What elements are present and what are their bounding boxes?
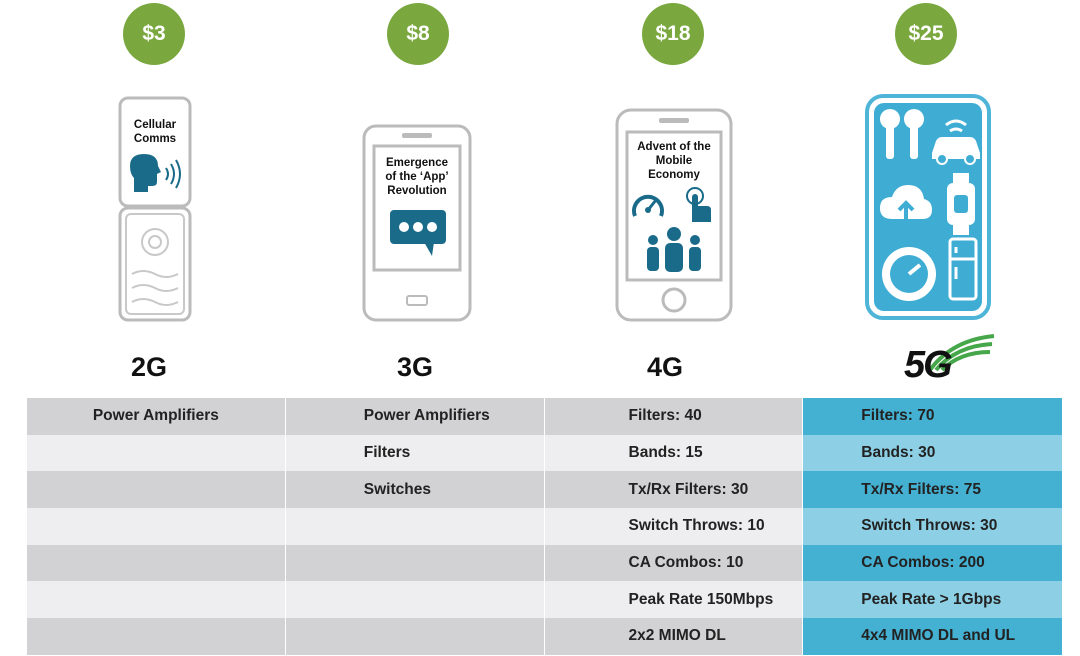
table-cell: Peak Rate 150Mbps xyxy=(544,581,804,619)
speaking-head-icon xyxy=(130,154,181,192)
table-cell: Switch Throws: 10 xyxy=(544,508,804,545)
table-cell: 2x2 MIMO DL xyxy=(544,618,804,655)
generation-label-2g: 2G xyxy=(130,352,168,382)
smartphone-4g-caption-line1: Advent of the xyxy=(637,141,711,153)
table-cell xyxy=(27,508,286,545)
table-cell xyxy=(27,618,286,655)
price-badge-5g: $25 xyxy=(895,3,957,65)
table-cell xyxy=(285,618,545,655)
table-cell: CA Combos: 10 xyxy=(544,544,804,582)
smartwatch-icon xyxy=(947,173,975,235)
table-row: Power Amplifiers Power Amplifiers Filter… xyxy=(27,398,1062,435)
smartphone-3g-caption-line2: of the ‘App’ xyxy=(385,171,449,183)
connected-car-icon xyxy=(932,119,980,165)
refrigerator-icon xyxy=(948,237,978,301)
generation-label-4g: 4G xyxy=(646,352,684,382)
component-table: Power Amplifiers Power Amplifiers Filter… xyxy=(27,398,1062,655)
table-cell: Filters: 70 xyxy=(803,398,1062,435)
table-cell: Peak Rate > 1Gbps xyxy=(803,581,1062,619)
5g-logo: 5G xyxy=(898,332,998,390)
table-cell: Filters xyxy=(285,434,545,472)
smartphone-4g-caption-line3: Economy xyxy=(648,169,700,181)
smartphone-3g-caption-line3: Revolution xyxy=(387,185,447,197)
flip-phone-caption: Cellular Comms xyxy=(122,118,188,146)
gauge-dial-icon xyxy=(882,247,936,301)
table-cell: Switches xyxy=(285,471,545,509)
flip-phone-caption-line2: Comms xyxy=(133,133,177,145)
people-group-icon xyxy=(647,227,701,272)
5g-logo-text: 5G xyxy=(904,344,953,386)
table-row: 2x2 MIMO DL 4x4 MIMO DL and UL xyxy=(27,618,1062,655)
table-cell: Bands: 30 xyxy=(803,434,1062,472)
table-cell xyxy=(285,508,545,545)
smartphone-3g-caption-line1: Emergence xyxy=(385,157,448,169)
table-cell: Filters: 40 xyxy=(544,398,804,435)
table-cell: Switch Throws: 30 xyxy=(803,508,1062,545)
smartphone-3g-device: Emergence of the ‘App’ Revolution xyxy=(362,124,472,322)
touch-hand-icon xyxy=(686,187,711,222)
table-cell: Power Amplifiers xyxy=(285,398,545,435)
table-cell: 4x4 MIMO DL and UL xyxy=(803,618,1062,655)
price-badge-4g: $18 xyxy=(642,3,704,65)
table-row: Switches Tx/Rx Filters: 30 Tx/Rx Filters… xyxy=(27,471,1062,509)
cloud-upload-icon xyxy=(880,185,932,223)
table-cell xyxy=(27,544,286,582)
table-row: Peak Rate 150Mbps Peak Rate > 1Gbps xyxy=(27,581,1062,619)
chat-bubble-icon xyxy=(390,210,446,256)
table-row: Switch Throws: 10 Switch Throws: 30 xyxy=(27,508,1062,545)
table-cell: Power Amplifiers xyxy=(27,398,286,435)
price-badge-2g: $3 xyxy=(123,3,185,65)
5g-device xyxy=(864,93,992,321)
flip-phone-caption-line1: Cellular xyxy=(133,119,177,131)
table-cell: Tx/Rx Filters: 75 xyxy=(803,471,1062,509)
flip-phone-device: Cellular Comms xyxy=(118,96,192,322)
table-cell xyxy=(27,581,286,619)
signal-waves-icon xyxy=(928,334,995,372)
price-badge-3g: $8 xyxy=(387,3,449,65)
smartphone-4g-caption-line2: Mobile xyxy=(655,155,693,167)
smartphone-3g-caption: Emergence of the ‘App’ Revolution xyxy=(374,156,460,198)
table-row: Filters Bands: 15 Bands: 30 xyxy=(27,434,1062,472)
table-row: CA Combos: 10 CA Combos: 200 xyxy=(27,544,1062,582)
smartphone-4g-caption: Advent of the Mobile Economy xyxy=(627,140,721,182)
table-cell: Tx/Rx Filters: 30 xyxy=(544,471,804,509)
table-cell xyxy=(27,471,286,509)
table-cell xyxy=(27,434,286,472)
generation-label-3g: 3G xyxy=(396,352,434,382)
earbuds-icon xyxy=(880,109,924,159)
table-cell xyxy=(285,581,545,619)
table-cell xyxy=(285,544,545,582)
table-cell: Bands: 15 xyxy=(544,434,804,472)
table-cell: CA Combos: 200 xyxy=(803,544,1062,582)
speedometer-icon xyxy=(632,194,664,217)
smartphone-4g-device: Advent of the Mobile Economy xyxy=(615,108,733,322)
